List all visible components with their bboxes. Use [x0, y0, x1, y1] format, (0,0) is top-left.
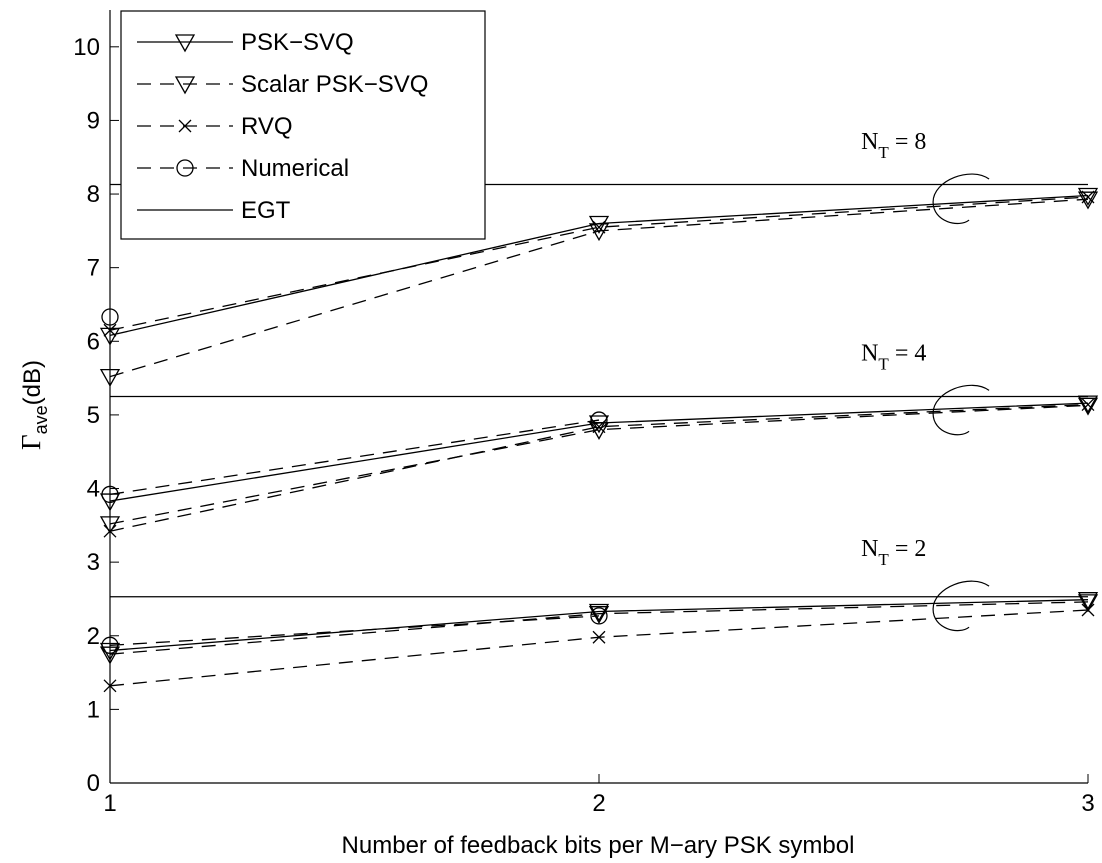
- legend-item-egt: EGT: [137, 197, 291, 224]
- y-tick-label: 0: [87, 770, 100, 797]
- y-tick-label: 3: [87, 549, 100, 576]
- series-line: [109, 404, 1089, 525]
- y-tick-label: 2: [87, 623, 100, 650]
- annotation-nt-2: NT = 2: [861, 536, 990, 632]
- data-point-psk-svq: [99, 327, 121, 346]
- series-line: [109, 615, 600, 646]
- data-point-rvq: [1081, 603, 1095, 617]
- annotation-label: NT = 8: [861, 129, 926, 162]
- y-tick-label: 5: [87, 402, 100, 429]
- data-point-rvq: [592, 420, 606, 434]
- legend-swatch-marker: [174, 76, 196, 95]
- legend-box: [120, 10, 486, 240]
- y-axis-title-symbol: Γ: [16, 434, 46, 450]
- legend-swatch-marker: [178, 119, 192, 133]
- data-point-scalar-psk-svq: [1077, 191, 1099, 210]
- legend: PSK−SVQ Scalar PSK−SVQ RVQ Numerical EGT: [120, 10, 486, 240]
- series-line: [109, 601, 1089, 655]
- y-tick-label: 7: [87, 255, 100, 282]
- legend-label: Scalar PSK−SVQ: [241, 71, 428, 98]
- data-point-psk-svq: [1077, 592, 1099, 611]
- data-point-numerical: [590, 607, 608, 625]
- data-point-scalar-psk-svq: [1077, 397, 1099, 416]
- series-numerical-n-t-4: [101, 411, 608, 504]
- series-line: [109, 198, 1089, 378]
- data-point-psk-svq: [588, 415, 610, 434]
- data-point-rvq: [592, 220, 606, 234]
- data-point-rvq: [1081, 398, 1095, 412]
- y-axis-title: Γave(dB): [16, 360, 51, 450]
- x-axis: 1 2 3: [103, 774, 1095, 817]
- annotation-nt-4: NT = 4: [861, 340, 990, 436]
- data-point-scalar-psk-svq: [99, 368, 121, 387]
- data-point-rvq: [103, 323, 117, 337]
- series-numerical-n-t-2: [101, 607, 608, 654]
- y-tick-label: 6: [87, 328, 100, 355]
- annotation-label: NT = 4: [861, 340, 926, 373]
- x-tick-label: 3: [1081, 790, 1094, 817]
- annotation-nt-8: NT = 8: [861, 129, 990, 225]
- annotation-bracket: [932, 580, 990, 632]
- legend-item-numerical: Numerical: [137, 155, 349, 182]
- series-rvq-n-t-8: [103, 190, 1095, 337]
- data-point-numerical: [101, 636, 119, 654]
- x-tick-label: 1: [103, 790, 116, 817]
- y-tick-label: 8: [87, 181, 100, 208]
- series-psk-svq-n-t-4: [99, 395, 1099, 512]
- x-axis-title: Number of feedback bits per M−ary PSK sy…: [342, 832, 855, 859]
- series-line: [109, 599, 1089, 652]
- series-scalar-psk-svq-n-t-4: [99, 397, 1099, 535]
- legend-swatch-marker: [174, 34, 196, 53]
- data-point-scalar-psk-svq: [99, 646, 121, 665]
- series-scalar-psk-svq-n-t-2: [99, 594, 1099, 665]
- legend-swatch-marker: [176, 159, 194, 177]
- series-line: [109, 196, 1089, 331]
- data-point-numerical: [101, 308, 119, 326]
- series-numerical-n-t-8: [101, 308, 119, 326]
- data-point-rvq: [103, 679, 117, 693]
- series-line: [109, 403, 1089, 532]
- legend-item-rvq: RVQ: [137, 113, 293, 140]
- data-point-psk-svq: [588, 603, 610, 622]
- data-point-numerical: [101, 485, 119, 504]
- data-point-scalar-psk-svq: [99, 516, 121, 535]
- y-tick-label: 9: [87, 107, 100, 134]
- legend-label: Numerical: [241, 155, 349, 182]
- legend-item-scalar-psk-svq: Scalar PSK−SVQ: [137, 71, 428, 98]
- legend-label: PSK−SVQ: [241, 29, 354, 56]
- y-tick-label: 4: [87, 476, 100, 503]
- series-rvq-n-t-2: [103, 603, 1095, 693]
- series-rvq-n-t-4: [103, 398, 1095, 538]
- series-psk-svq-n-t-2: [99, 592, 1099, 661]
- x-tick-label: 2: [592, 790, 605, 817]
- data-point-rvq: [1081, 190, 1095, 204]
- annotation-bracket: [932, 173, 990, 225]
- data-point-rvq: [103, 524, 117, 538]
- y-axis-title-subscript: ave: [31, 405, 51, 434]
- data-point-rvq: [592, 630, 606, 644]
- legend-item-psk-svq: PSK−SVQ: [137, 29, 354, 56]
- legend-label: EGT: [241, 197, 291, 224]
- annotation-bracket: [932, 384, 990, 436]
- legend-label: RVQ: [241, 113, 293, 140]
- data-point-psk-svq: [1077, 187, 1099, 206]
- data-point-numerical: [590, 411, 608, 429]
- series-line: [109, 402, 1089, 502]
- y-axis-title-unit: (dB): [19, 360, 46, 405]
- y-tick-label: 10: [73, 34, 100, 61]
- y-tick-label: 1: [87, 696, 100, 723]
- annotation-label: NT = 2: [861, 536, 926, 569]
- annotations: NT = 8 NT = 4 NT = 2: [861, 129, 990, 632]
- data-point-scalar-psk-svq: [1077, 594, 1099, 613]
- series-layer: [99, 183, 1099, 693]
- series-line: [109, 419, 600, 496]
- data-point-scalar-psk-svq: [588, 606, 610, 625]
- y-axis: 0 1 2 3 4 5 6 7 8 9 10: [73, 34, 119, 797]
